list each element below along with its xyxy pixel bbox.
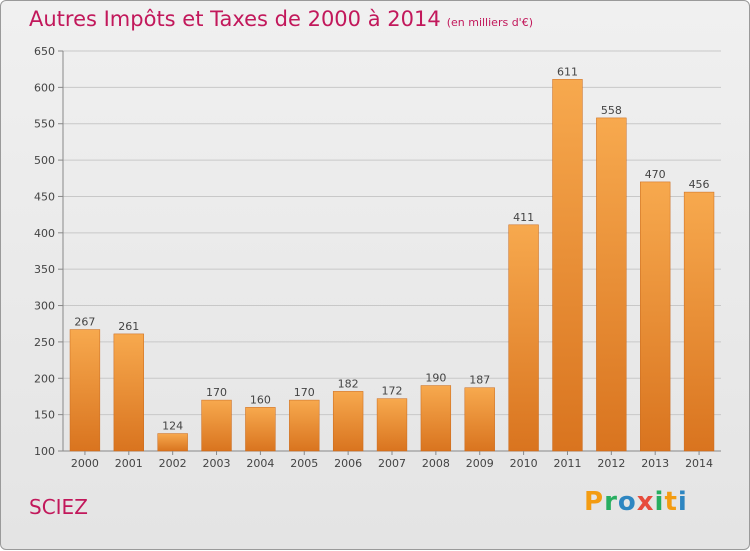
chart-subtitle: (en milliers d'€): [446, 16, 533, 29]
bar: [464, 387, 495, 452]
data-label: 124: [162, 420, 183, 433]
data-label: 611: [557, 65, 578, 78]
y-tick-label: 100: [34, 445, 55, 458]
y-tick-label: 150: [34, 409, 55, 422]
x-tick-label: 2003: [203, 457, 231, 470]
x-tick-label: 2004: [246, 457, 274, 470]
x-tick-label: 2014: [685, 457, 713, 470]
y-tick-label: 600: [34, 81, 55, 94]
data-label: 456: [689, 178, 710, 191]
x-tick-label: 2001: [115, 457, 143, 470]
x-tick-label: 2011: [553, 457, 581, 470]
bar: [376, 398, 408, 452]
x-tick-label: 2013: [641, 457, 669, 470]
logo-letter: r: [604, 487, 618, 517]
bar: [420, 385, 452, 452]
logo-letter: i: [677, 487, 688, 517]
x-tick-label: 2005: [290, 457, 318, 470]
y-tick-label: 250: [34, 336, 55, 349]
logo-letter: t: [664, 487, 678, 517]
x-tick-label: 2007: [378, 457, 406, 470]
x-tick-label: 2012: [597, 457, 625, 470]
x-tick-label: 2002: [159, 457, 187, 470]
y-tick-label: 400: [34, 227, 55, 240]
data-label: 267: [74, 316, 95, 329]
chart-title-text: Autres Impôts et Taxes de 2000 à 2014: [29, 7, 441, 31]
x-tick-label: 2010: [510, 457, 538, 470]
data-label: 160: [250, 393, 271, 406]
bar: [640, 181, 671, 452]
y-tick-label: 300: [34, 300, 55, 313]
data-label: 170: [206, 386, 227, 399]
y-tick-label: 650: [34, 45, 55, 58]
data-label: 182: [338, 377, 359, 390]
data-label: 187: [469, 374, 490, 387]
logo-letter: i: [654, 487, 665, 517]
data-label: 170: [294, 386, 315, 399]
bar: [201, 399, 232, 452]
commune-name: SCIEZ: [29, 495, 88, 519]
bar: [69, 329, 101, 452]
bar: [113, 333, 144, 452]
bar: [332, 391, 364, 452]
data-label: 558: [601, 104, 622, 117]
logo-letter: x: [636, 487, 655, 517]
data-label: 190: [425, 372, 446, 385]
bar: [508, 224, 539, 452]
bar: [596, 117, 627, 452]
bar: [245, 407, 276, 452]
logo-letter: P: [584, 487, 605, 517]
y-tick-label: 550: [34, 118, 55, 131]
y-tick-label: 350: [34, 263, 55, 276]
data-label: 261: [118, 320, 139, 333]
chart-title: Autres Impôts et Taxes de 2000 à 2014 (en…: [29, 7, 533, 31]
y-tick-label: 450: [34, 190, 55, 203]
bar: [683, 191, 715, 452]
x-tick-label: 2000: [71, 457, 99, 470]
logo-letter: o: [617, 487, 637, 517]
bar: [289, 399, 320, 452]
y-tick-label: 200: [34, 372, 55, 385]
bar: [552, 79, 583, 452]
x-tick-label: 2008: [422, 457, 450, 470]
data-label: 172: [382, 385, 403, 398]
proxiti-logo: Proxiti: [584, 487, 688, 517]
x-tick-label: 2006: [334, 457, 362, 470]
data-label: 470: [645, 168, 666, 181]
data-label: 411: [513, 211, 534, 224]
y-tick-label: 500: [34, 154, 55, 167]
x-tick-label: 2009: [466, 457, 494, 470]
bar: [157, 433, 188, 452]
